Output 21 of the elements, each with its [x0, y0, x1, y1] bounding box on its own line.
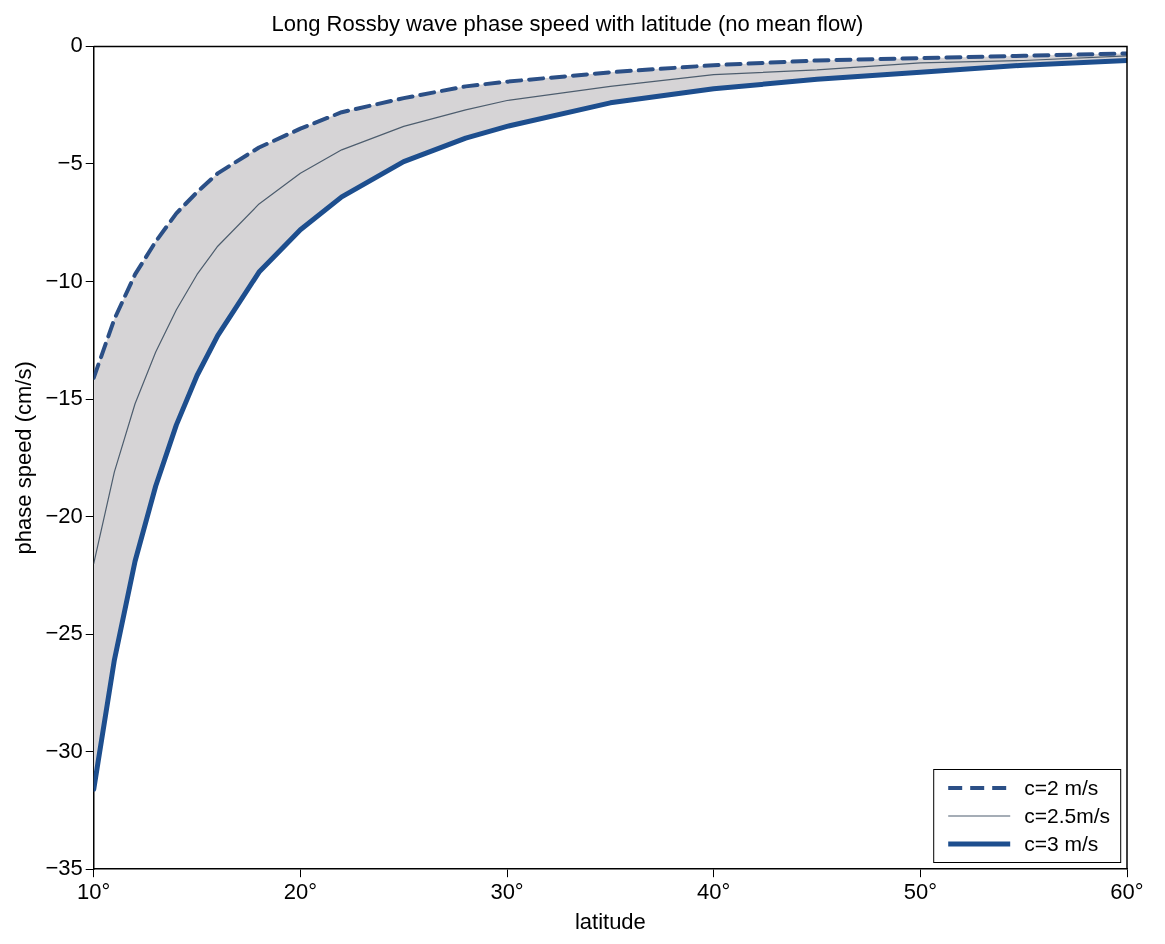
x-tick-label: 10°: [77, 879, 111, 905]
y-axis-title: phase speed (cm/s): [11, 361, 37, 555]
x-tick-label: 60°: [1110, 879, 1144, 905]
legend-label: c=3 m/s: [1024, 831, 1099, 858]
x-tick-label: 30°: [490, 879, 524, 905]
chart-title: Long Rossby wave phase speed with latitude (no mean flow): [271, 11, 864, 37]
x-tick-label: 50°: [903, 879, 937, 905]
y-tick-label: −30: [45, 737, 83, 763]
y-tick-label: −35: [45, 855, 83, 881]
x-tick-label: 40°: [697, 879, 731, 905]
y-tick-label: −25: [45, 620, 83, 646]
y-tick-label: −15: [45, 385, 83, 411]
y-tick-label: 0: [70, 32, 83, 58]
legend-label: c=2.5m/s: [1024, 803, 1110, 830]
y-tick-label: −10: [45, 267, 83, 293]
legend-label: c=2 m/s: [1024, 775, 1099, 802]
y-tick-label: −5: [57, 150, 83, 176]
x-axis-title: latitude: [574, 908, 646, 934]
y-tick-label: −20: [45, 502, 83, 528]
line-series: [93, 51, 1127, 380]
x-tick-label: 20°: [283, 879, 318, 905]
